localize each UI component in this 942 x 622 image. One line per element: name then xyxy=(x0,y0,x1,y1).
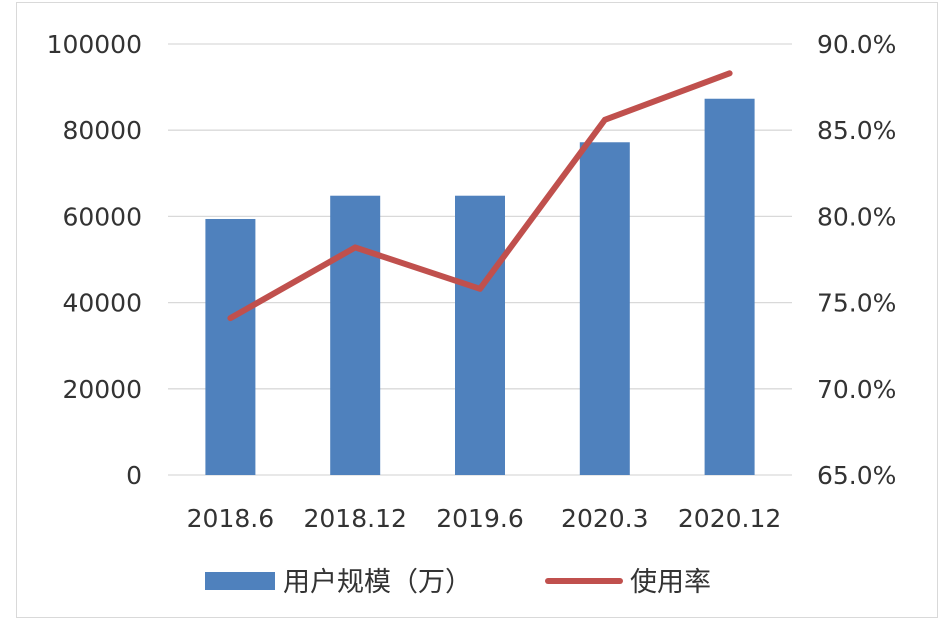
legend-label-bar: 用户规模（万） xyxy=(283,567,472,598)
y-right-tick-label: 70.0% xyxy=(817,375,896,404)
y-left-tick-label: 60000 xyxy=(62,202,142,231)
x-tick-label: 2018.6 xyxy=(187,504,274,533)
x-tick-label: 2020.3 xyxy=(561,504,648,533)
y-left-tick-label: 100000 xyxy=(47,30,142,59)
y-left-tick-label: 40000 xyxy=(62,289,142,318)
y-right-tick-label: 75.0% xyxy=(817,289,896,318)
y-left-tick-label: 0 xyxy=(126,461,142,490)
y-right-tick-label: 85.0% xyxy=(817,116,896,145)
legend-label-line: 使用率 xyxy=(630,567,711,598)
y-right-tick-label: 80.0% xyxy=(817,202,896,231)
x-tick-label: 2020.12 xyxy=(678,504,781,533)
bar xyxy=(579,142,630,475)
y-right-tick-label: 65.0% xyxy=(817,461,896,490)
bar xyxy=(704,98,755,475)
y-left-tick-label: 80000 xyxy=(62,116,142,145)
bar xyxy=(205,218,256,475)
y-left-tick-label: 20000 xyxy=(62,375,142,404)
x-tick-label: 2018.12 xyxy=(304,504,407,533)
y-right-tick-label: 90.0% xyxy=(817,30,896,59)
bar xyxy=(330,195,381,475)
bar xyxy=(455,195,505,475)
legend-swatch-bar xyxy=(205,572,275,590)
x-tick-label: 2019.6 xyxy=(436,504,523,533)
